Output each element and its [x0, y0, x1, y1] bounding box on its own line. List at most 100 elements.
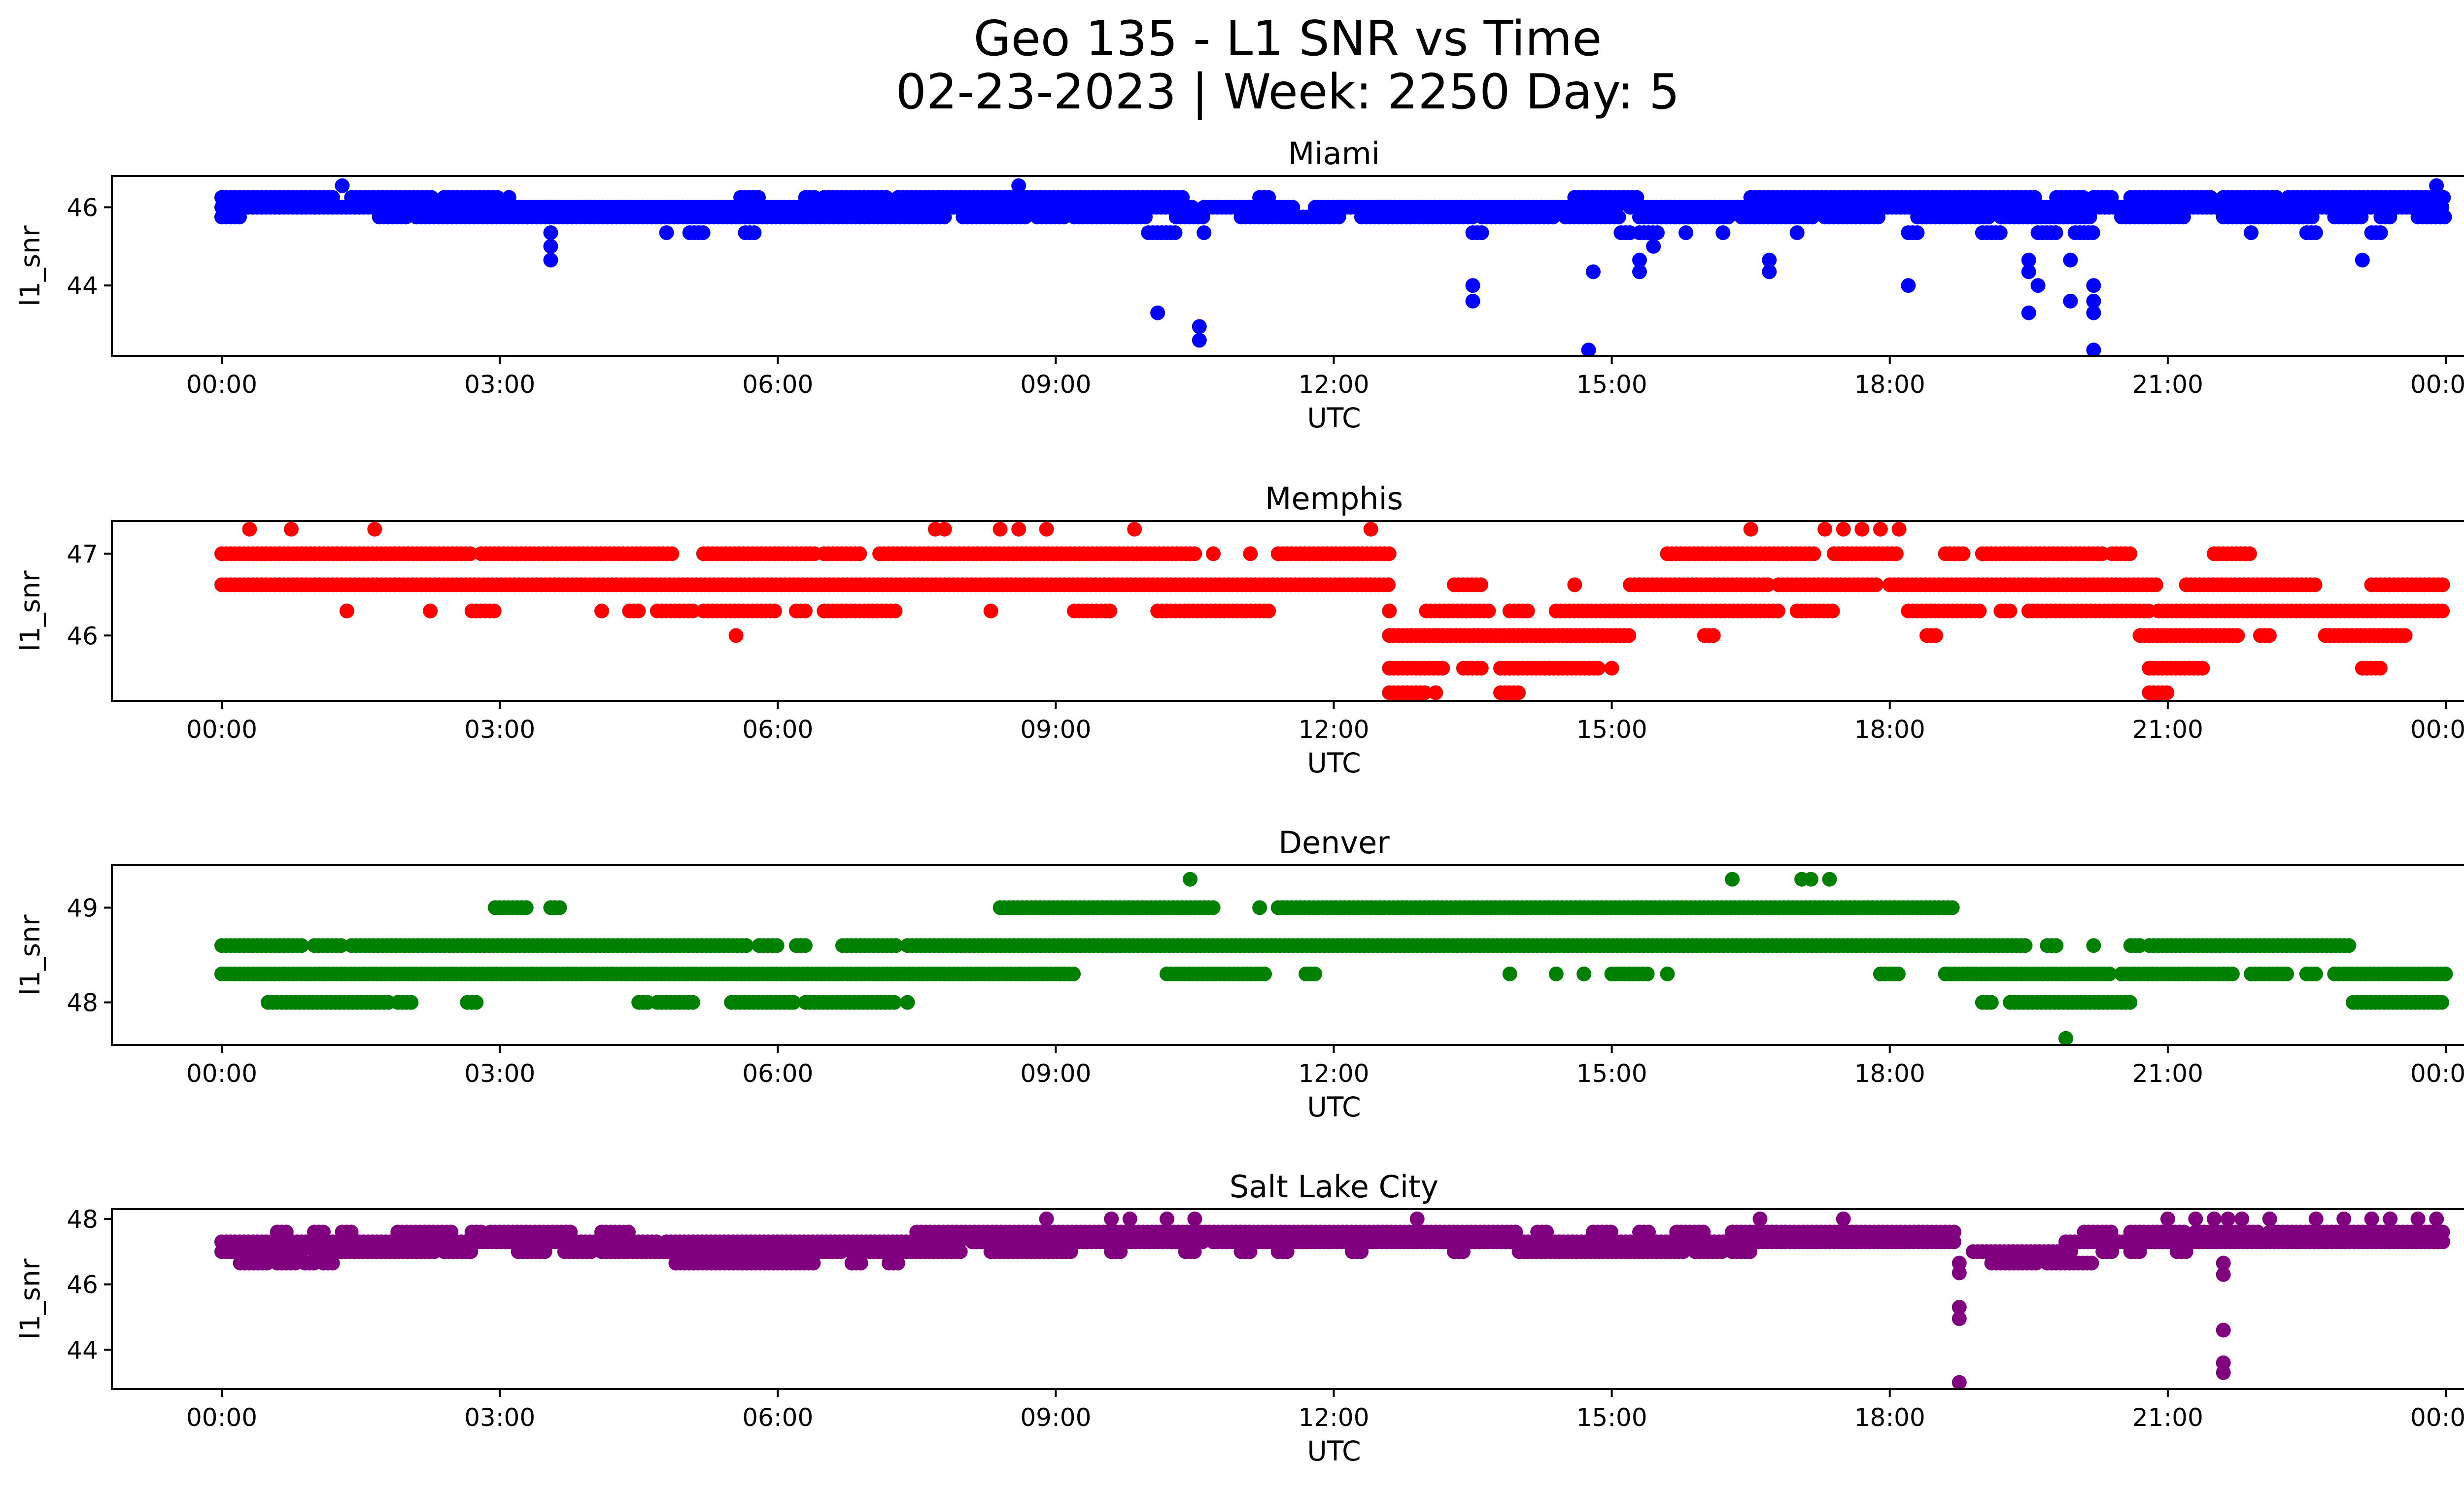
data-point [728, 628, 744, 643]
x-tick-label: 21:00 [2132, 1403, 2203, 1432]
data-point [334, 938, 348, 953]
data-point [1307, 966, 1323, 981]
data-point [983, 603, 998, 619]
data-point [1195, 1234, 1210, 1250]
data-point [1187, 1244, 1202, 1259]
data-point [1456, 1244, 1471, 1259]
data-point [1435, 661, 1450, 676]
data-point [1803, 871, 1818, 887]
x-tick-label: 00:00 [186, 715, 257, 744]
data-point [543, 225, 558, 241]
data-point [1011, 522, 1027, 537]
data-point [2354, 209, 2369, 225]
data-point [1279, 1244, 1295, 1259]
data-point [1951, 1375, 1967, 1389]
figure-title-line2: 02-23-2023 | Week: 2250 Day: 5 [896, 64, 1680, 120]
x-tick-label: 03:00 [464, 1059, 535, 1088]
data-point [1714, 1244, 1729, 1259]
data-points [214, 1211, 2450, 1389]
x-tick-label: 06:00 [742, 715, 813, 744]
data-point [888, 938, 903, 953]
x-tick-label: 09:00 [1020, 1403, 1091, 1432]
data-point [1888, 546, 1904, 561]
data-points [214, 522, 2450, 700]
data-point [2048, 225, 2063, 241]
data-point [1187, 546, 1202, 561]
data-point [1104, 1211, 1119, 1226]
data-point [2216, 1365, 2231, 1380]
panel-title: Denver [1278, 825, 1390, 861]
data-point [2021, 252, 2036, 268]
data-point [1981, 209, 1996, 225]
data-point [1721, 209, 1736, 225]
x-tick-label: 12:00 [1298, 715, 1369, 744]
panel-title: Miami [1288, 136, 1380, 172]
data-point [2437, 209, 2452, 225]
data-point [2021, 305, 2036, 320]
data-point [232, 209, 247, 225]
data-point [2049, 938, 2064, 953]
x-tick-label: 06:00 [742, 1059, 813, 1088]
data-point [404, 995, 419, 1010]
x-tick-label: 09:00 [1020, 1059, 1091, 1088]
data-point [325, 1255, 340, 1271]
data-point [335, 178, 350, 193]
data-point [786, 995, 801, 1010]
data-point [2063, 1244, 2078, 1259]
data-point [1871, 209, 1886, 225]
data-point [2104, 1244, 2120, 1259]
data-point [1928, 628, 1943, 643]
y-tick-label: 48 [67, 1205, 98, 1234]
data-point [2086, 938, 2101, 953]
data-point [1650, 225, 1665, 241]
data-point [2018, 938, 2033, 953]
data-point [2086, 305, 2101, 320]
data-point [423, 603, 438, 619]
data-point [1502, 966, 1517, 981]
data-point [543, 239, 558, 254]
data-point [1678, 225, 1694, 241]
data-point [1567, 577, 1582, 592]
data-point [2308, 225, 2323, 241]
data-point [2159, 685, 2175, 700]
data-point [1257, 966, 1272, 981]
data-point [1770, 603, 1785, 619]
data-point [2086, 278, 2101, 293]
data-point [1473, 577, 1488, 592]
data-point [1901, 278, 1916, 293]
data-point [1817, 522, 1833, 537]
data-point [2132, 1244, 2147, 1259]
data-point [2160, 1211, 2175, 1226]
data-point [2084, 1255, 2099, 1271]
data-point [1611, 209, 1626, 225]
y-tick-label: 44 [67, 1336, 98, 1364]
data-point [2058, 1031, 2073, 1045]
data-point [2304, 209, 2320, 225]
data-point [1066, 966, 1081, 981]
data-point [739, 938, 754, 953]
y-tick-label: 48 [67, 989, 98, 1017]
data-point [2364, 1211, 2379, 1226]
data-point [1102, 603, 1117, 619]
data-point [1331, 209, 1346, 225]
data-point [900, 995, 915, 1010]
y-axis-label: l1_snr [14, 1258, 46, 1339]
data-point [2195, 661, 2210, 676]
data-point [852, 546, 867, 561]
data-point [583, 1244, 599, 1259]
data-point [1138, 209, 1153, 225]
data-point [1428, 685, 1443, 700]
x-axis-label: UTC [1307, 1435, 1361, 1467]
x-tick-label: 00:00 [186, 1403, 257, 1432]
x-axis-label: UTC [1307, 747, 1361, 779]
data-point [1806, 546, 1821, 561]
y-axis-label: l1_snr [14, 570, 46, 651]
data-point [2216, 1255, 2231, 1271]
data-point [2307, 577, 2323, 592]
plot-frame [111, 864, 2464, 1046]
x-tick-label: 15:00 [1576, 1059, 1647, 1088]
data-points [214, 871, 2453, 1045]
x-tick-label: 21:00 [2132, 370, 2203, 399]
data-point [769, 938, 785, 953]
